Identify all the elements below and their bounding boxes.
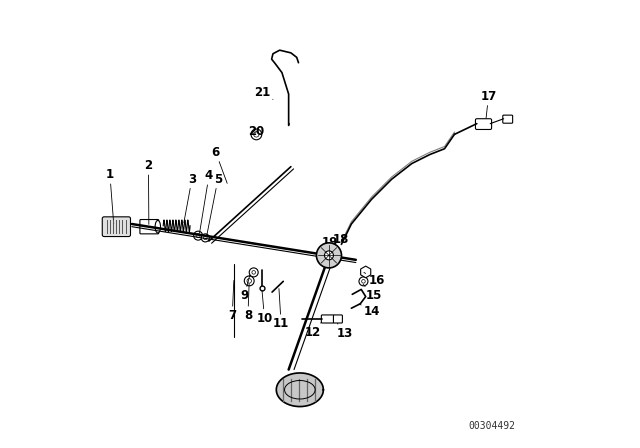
Text: 13: 13: [337, 323, 353, 340]
Text: 6: 6: [212, 146, 227, 183]
Circle shape: [196, 234, 200, 238]
FancyBboxPatch shape: [102, 217, 131, 237]
Text: 18: 18: [333, 233, 349, 249]
Text: 1: 1: [106, 168, 114, 224]
Circle shape: [362, 280, 365, 283]
Circle shape: [252, 271, 255, 274]
Text: 19: 19: [321, 236, 338, 250]
Circle shape: [204, 236, 207, 240]
Text: 2: 2: [145, 159, 152, 224]
Text: 3: 3: [184, 172, 196, 223]
FancyBboxPatch shape: [333, 315, 342, 323]
Circle shape: [324, 251, 333, 260]
Text: 10: 10: [257, 290, 273, 325]
Circle shape: [251, 129, 262, 140]
Text: 21: 21: [253, 86, 273, 99]
Text: 17: 17: [481, 90, 497, 118]
Text: 12: 12: [305, 323, 321, 339]
Circle shape: [316, 243, 342, 268]
Text: 16: 16: [364, 272, 385, 287]
Text: 4: 4: [200, 169, 213, 233]
Circle shape: [249, 268, 258, 277]
Circle shape: [247, 279, 252, 283]
Circle shape: [194, 231, 203, 240]
Circle shape: [253, 132, 259, 137]
Circle shape: [359, 277, 368, 286]
FancyBboxPatch shape: [476, 119, 492, 129]
FancyBboxPatch shape: [503, 115, 513, 123]
Text: 14: 14: [359, 304, 380, 318]
Text: 5: 5: [207, 172, 222, 236]
Text: 15: 15: [363, 284, 382, 302]
Polygon shape: [276, 373, 323, 406]
Circle shape: [244, 276, 254, 286]
Text: 9: 9: [240, 275, 250, 302]
Text: 8: 8: [244, 284, 252, 322]
Text: 11: 11: [273, 289, 289, 330]
FancyBboxPatch shape: [321, 315, 334, 323]
Text: 7: 7: [228, 280, 236, 322]
Text: 20: 20: [248, 125, 264, 138]
Circle shape: [201, 234, 209, 242]
Ellipse shape: [155, 220, 161, 233]
FancyBboxPatch shape: [140, 220, 159, 234]
Text: 00304492: 00304492: [468, 422, 515, 431]
